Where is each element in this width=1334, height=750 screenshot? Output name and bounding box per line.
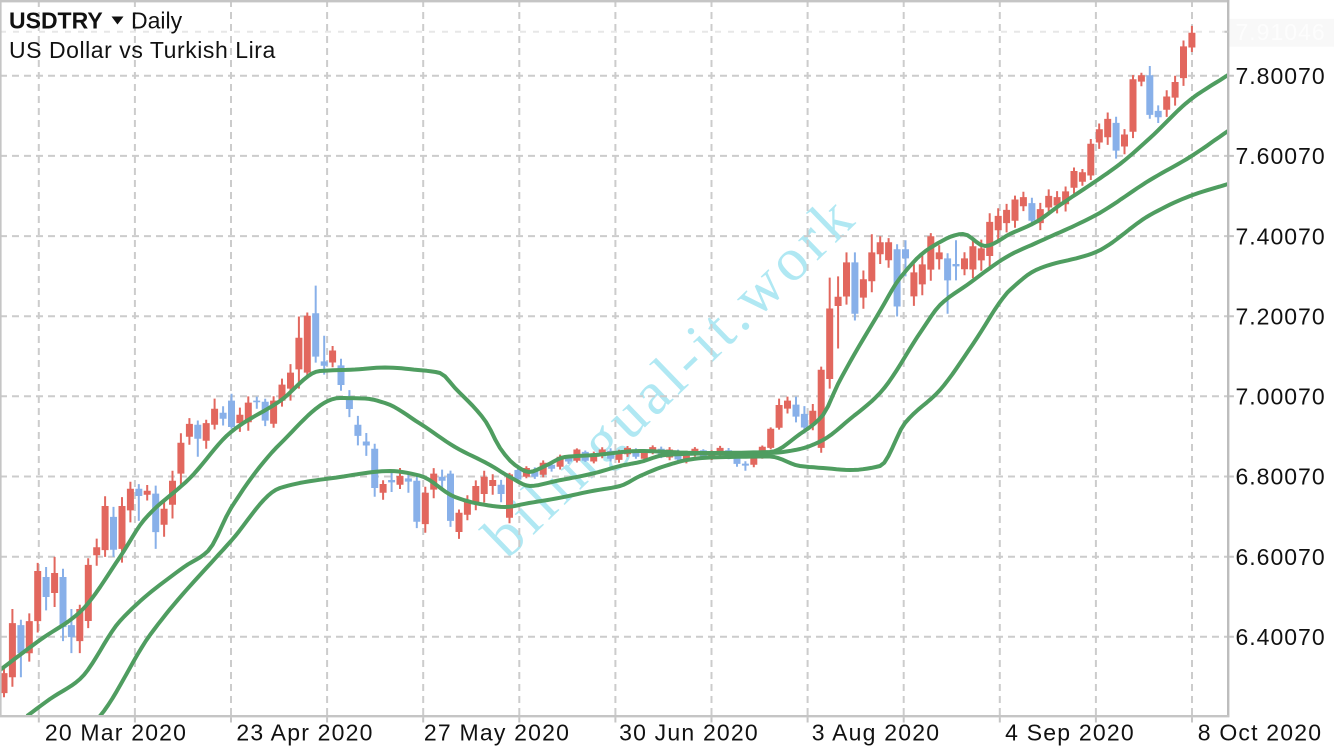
svg-text:4 Sep 2020: 4 Sep 2020: [1005, 720, 1135, 746]
svg-text:20 Mar 2020: 20 Mar 2020: [45, 720, 187, 746]
svg-text:US Dollar vs Turkish Lira: US Dollar vs Turkish Lira: [9, 37, 276, 63]
svg-text:3 Aug 2020: 3 Aug 2020: [812, 720, 940, 746]
svg-text:30 Jun 2020: 30 Jun 2020: [619, 720, 759, 746]
svg-text:23 Apr 2020: 23 Apr 2020: [236, 720, 373, 746]
svg-text:Daily: Daily: [131, 8, 183, 34]
svg-text:27 May 2020: 27 May 2020: [424, 720, 570, 746]
svg-text:8 Oct 2020: 8 Oct 2020: [1198, 720, 1323, 746]
svg-text:6.60070: 6.60070: [1236, 544, 1326, 570]
svg-text:6.80070: 6.80070: [1236, 464, 1326, 490]
svg-text:7.91046: 7.91046: [1236, 19, 1326, 45]
svg-text:7.80070: 7.80070: [1236, 63, 1326, 89]
svg-text:7.00070: 7.00070: [1236, 384, 1326, 410]
svg-text:6.40070: 6.40070: [1236, 624, 1326, 650]
svg-text:7.20070: 7.20070: [1236, 303, 1326, 329]
svg-text:7.60070: 7.60070: [1236, 143, 1326, 169]
svg-text:USDTRY: USDTRY: [9, 8, 103, 34]
svg-text:7.40070: 7.40070: [1236, 223, 1326, 249]
